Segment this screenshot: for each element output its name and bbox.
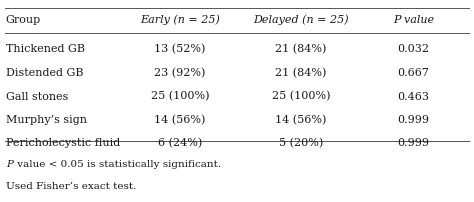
Text: 25 (100%): 25 (100%) bbox=[151, 91, 210, 102]
Text: value < 0.05 is statistically significant.: value < 0.05 is statistically significan… bbox=[14, 160, 221, 169]
Text: Murphy’s sign: Murphy’s sign bbox=[6, 115, 87, 125]
Text: 6 (24%): 6 (24%) bbox=[158, 138, 202, 149]
Text: Gall stones: Gall stones bbox=[6, 92, 68, 102]
Text: Used Fisher’s exact test.: Used Fisher’s exact test. bbox=[6, 182, 136, 191]
Text: Group: Group bbox=[6, 15, 41, 25]
Text: 0.999: 0.999 bbox=[397, 115, 429, 125]
Text: 13 (52%): 13 (52%) bbox=[155, 44, 206, 55]
Text: 14 (56%): 14 (56%) bbox=[275, 115, 327, 125]
Text: 21 (84%): 21 (84%) bbox=[275, 44, 327, 55]
Text: 0.032: 0.032 bbox=[397, 44, 429, 55]
Text: 23 (92%): 23 (92%) bbox=[155, 68, 206, 78]
Text: 14 (56%): 14 (56%) bbox=[155, 115, 206, 125]
Text: 0.463: 0.463 bbox=[397, 92, 429, 102]
Text: 21 (84%): 21 (84%) bbox=[275, 68, 327, 78]
Text: P: P bbox=[6, 160, 13, 169]
Text: Early (n = 25): Early (n = 25) bbox=[140, 15, 220, 25]
Text: Pericholecystic fluid: Pericholecystic fluid bbox=[6, 138, 120, 148]
Text: 5 (20%): 5 (20%) bbox=[279, 138, 323, 149]
Text: 0.999: 0.999 bbox=[397, 138, 429, 148]
Text: 25 (100%): 25 (100%) bbox=[272, 91, 330, 102]
Text: Thickened GB: Thickened GB bbox=[6, 44, 85, 55]
Text: P value: P value bbox=[393, 15, 434, 25]
Text: 0.667: 0.667 bbox=[397, 68, 429, 78]
Text: Delayed (n = 25): Delayed (n = 25) bbox=[253, 15, 349, 25]
Text: Distended GB: Distended GB bbox=[6, 68, 83, 78]
